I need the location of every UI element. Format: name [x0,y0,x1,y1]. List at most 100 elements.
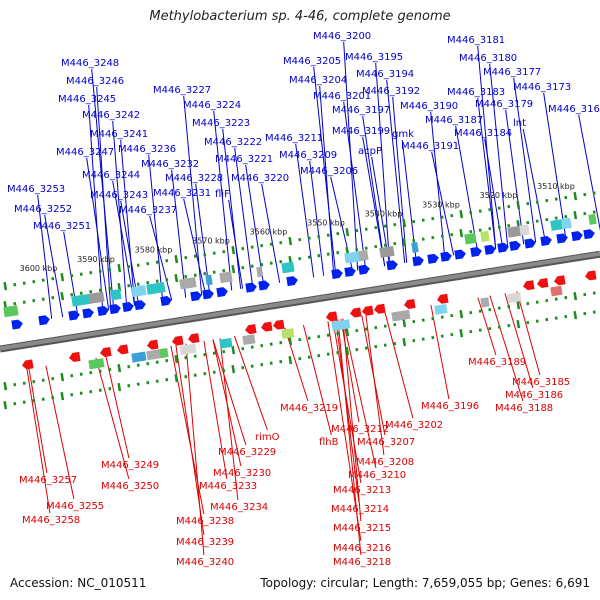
forward-gene-label[interactable]: M446_3232 [141,159,199,170]
forward-gene-label[interactable]: M446_3245 [58,94,116,105]
reverse-gene-label[interactable]: M446_3213 [333,485,391,496]
forward-gene-label[interactable]: M446_3199 [332,126,390,137]
forward-gene-label[interactable]: M446_3246 [66,76,124,87]
reverse-gene-label[interactable]: M446_3207 [357,437,415,448]
reverse-gene-label[interactable]: M446_3214 [331,504,389,515]
forward-gene-label[interactable]: M446_3251 [33,221,91,232]
tick-mark [70,392,74,397]
forward-gene-label[interactable]: M446_3201 [313,91,371,102]
reverse-leader-line [340,319,360,423]
forward-gene-label[interactable]: M446_3205 [283,56,341,67]
tick-mark [288,355,293,365]
reverse-gene-label[interactable]: M446_3208 [356,457,414,468]
forward-gene-label[interactable]: M446_3190 [400,101,458,112]
forward-gene-label[interactable]: M446_3200 [313,31,371,42]
forward-gene-label[interactable]: M446_3204 [289,75,347,86]
forward-gene-label[interactable]: M446_3247 [56,147,114,158]
reverse-gene-label[interactable]: M446_3234 [210,502,268,513]
forward-gene-label[interactable]: M446_3243 [90,190,148,201]
reverse-gene-label[interactable]: M446_3255 [46,501,104,512]
forward-gene-label[interactable]: M446_3241 [90,129,148,140]
forward-gene-label[interactable]: M446_3183 [447,87,505,98]
tick-mark [269,242,273,246]
reverse-gene-label[interactable]: M446_3249 [101,460,159,471]
reverse-leader-line [28,368,48,474]
forward-gene-label[interactable]: M446_3242 [82,110,140,121]
forward-leader-line [484,138,504,248]
forward-gene-label[interactable]: M446_3195 [345,52,403,63]
reverse-gene-label[interactable]: M446_3239 [176,537,234,548]
reverse-gene-label[interactable]: M446_3230 [213,468,271,479]
forward-gene-label[interactable]: M446_3237 [119,205,177,216]
forward-gene-label[interactable]: acpP [358,146,382,157]
reverse-gene-label[interactable]: M446_3202 [385,420,443,431]
forward-gene-label[interactable]: M446_3248 [61,58,119,69]
forward-gene-label[interactable]: M446_3173 [513,82,571,93]
tick-mark [3,401,8,410]
reverse-gene-label[interactable]: M446_3250 [101,481,159,492]
reverse-gene-label[interactable]: rimO [255,432,280,443]
tick-mark [307,355,311,359]
forward-gene-label[interactable]: M446_3227 [153,85,211,96]
forward-gene-label[interactable]: fliF [215,189,230,200]
reverse-gene-label[interactable]: M446_3238 [176,516,234,527]
forward-gene-label[interactable]: M446_3244 [82,170,140,181]
reverse-gene-label[interactable]: M446_3188 [495,403,553,414]
forward-feature-block [146,282,166,295]
forward-leader-line [477,97,497,249]
forward-gene-label[interactable]: M446_3179 [475,99,533,110]
forward-gene-label[interactable]: gmk [392,129,414,140]
forward-gene-label[interactable]: M446_3236 [118,144,176,155]
forward-gene-label[interactable]: M446_3209 [279,150,337,161]
forward-gene-label[interactable]: M446_3181 [447,35,505,46]
forward-gene-label[interactable]: M446_3177 [483,67,541,78]
forward-gene-label[interactable]: M446_3206 [300,166,358,177]
forward-gene-label[interactable]: M446_3191 [401,141,459,152]
reverse-gene-label[interactable]: M446_3196 [421,401,479,412]
reverse-gene-label[interactable]: flhB [319,437,339,448]
forward-gene-label[interactable]: M446_3221 [215,154,273,165]
forward-gene-label[interactable]: M446_3228 [165,173,223,184]
reverse-gene-label[interactable]: M446_3186 [505,390,563,401]
reverse-gene-label[interactable]: M446_3258 [22,515,80,526]
tick-mark [336,331,340,336]
tick-mark [554,297,558,301]
forward-feature-block [411,242,419,253]
reverse-gene-label[interactable]: M446_3257 [19,475,77,486]
tick-mark [412,219,416,224]
forward-gene-label[interactable]: M446_3253 [7,184,65,195]
forward-gene-label[interactable]: M446_3184 [454,128,512,139]
forward-gene-label[interactable]: M446_3231 [153,188,211,199]
reverse-gene-label[interactable]: M446_3233 [199,481,257,492]
reverse-gene-label[interactable]: M446_3215 [333,523,391,534]
forward-gene-label[interactable]: lnt [513,118,526,129]
forward-gene-label[interactable]: M446_3197 [332,105,390,116]
forward-gene-label[interactable]: M446_3169 [548,104,600,115]
tick-mark [507,223,511,228]
reverse-gene-label[interactable]: M446_3189 [468,357,526,368]
reverse-gene-label[interactable]: M446_3210 [348,470,406,481]
forward-gene-label[interactable]: M446_3220 [231,173,289,184]
reverse-gene-label[interactable]: M446_3240 [176,557,234,568]
forward-gene-arrow [358,264,370,275]
forward-gene-label[interactable]: M446_3187 [425,115,483,126]
forward-gene-label[interactable]: M446_3224 [183,100,241,111]
tick-mark [193,354,197,358]
forward-gene-label[interactable]: M446_3252 [14,204,72,215]
reverse-gene-label[interactable]: M446_3212 [331,424,389,435]
tick-mark [174,274,179,283]
forward-gene-label[interactable]: M446_3222 [204,137,262,148]
forward-gene-label[interactable]: M446_3223 [192,118,250,129]
reverse-gene-label[interactable]: M446_3229 [218,447,276,458]
forward-gene-label[interactable]: M446_3211 [265,133,323,144]
forward-gene-label[interactable]: M446_3180 [459,53,517,64]
forward-gene-label[interactable]: M446_3192 [362,86,420,97]
forward-leader-line [234,147,254,288]
reverse-gene-label[interactable]: M446_3218 [333,557,391,568]
reverse-gene-label[interactable]: M446_3219 [280,403,338,414]
tick-mark [250,364,254,368]
forward-gene-label[interactable]: M446_3194 [356,69,414,80]
reverse-gene-label[interactable]: M446_3216 [333,543,391,554]
reverse-gene-label[interactable]: M446_3185 [512,377,570,388]
forward-leader-line [430,111,446,257]
